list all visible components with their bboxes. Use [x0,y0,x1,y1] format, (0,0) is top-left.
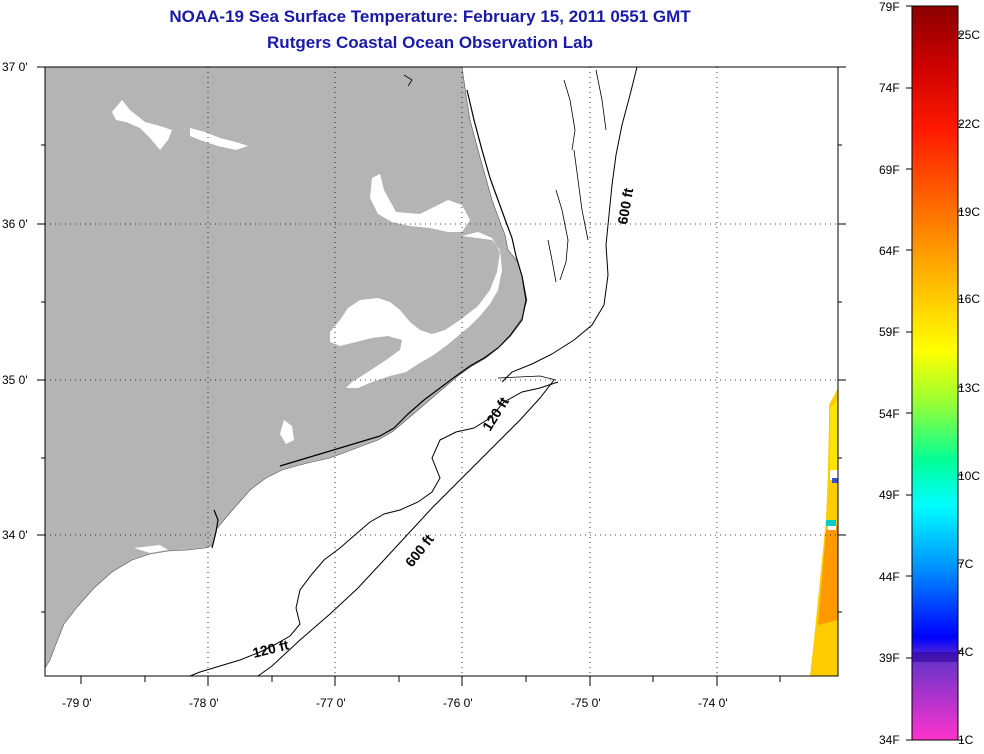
barrier-islands [211,89,527,549]
map-subtitle: Rutgers Coastal Ocean Observation Lab [267,33,593,52]
colorbar-f-69: 69F [879,163,900,177]
graticule [45,67,838,676]
lon-label-78: -78 0' [189,696,219,710]
colorbar-f-79: 79F [879,0,900,14]
isobath-600ft-north [501,66,638,383]
colorbar-f-39: 39F [879,651,900,665]
colorbar-c-7: 7C [958,557,974,571]
colorbar-f-54: 54F [879,407,900,421]
colorbar-c-25: 25C [958,28,981,42]
sst-swath [810,388,838,676]
lat-label-37: 37 0' [2,60,28,74]
colorbar-c-4: 4C [958,645,974,659]
lon-label-74: -74 0' [698,696,728,710]
colorbar-f-49: 49F [879,488,900,502]
colorbar-f-64: 64F [879,244,900,258]
isobath-600ft-south [257,379,555,677]
colorbar-c-10: 10C [958,469,981,483]
colorbar-f-59: 59F [879,325,900,339]
colorbar-c-19: 19C [958,205,981,219]
lat-label-35: 35 0' [2,373,28,387]
shoal-features [403,69,607,283]
lat-label-36: 36 0' [2,217,28,231]
isobath-120ft-north-end [497,375,557,381]
colorbar-f-74: 74F [879,81,900,95]
colorbar-f-34: 34F [879,733,900,747]
colorbar-ticks [906,5,963,741]
map-frame [44,66,839,677]
lon-label-76: -76 0' [443,696,473,710]
colorbar [911,5,959,741]
colorbar-c-1: 1C [958,733,974,747]
colorbar-f-44: 44F [879,570,900,584]
lon-label-79: -79 0' [62,696,92,710]
colorbar-c-22: 22C [958,117,981,131]
map-title: NOAA-19 Sea Surface Temperature: Februar… [169,7,691,26]
lon-label-75: -75 0' [571,696,601,710]
lat-label-34: 34 0' [2,528,28,542]
lon-label-77: -77 0' [316,696,346,710]
axis-ticks [37,66,846,686]
colorbar-c-13: 13C [958,381,981,395]
contour-label-600ft-north: 600 ft [614,186,636,225]
land-mass [44,66,528,670]
colorbar-band [912,652,958,662]
isobath-120ft [189,381,559,677]
colorbar-c-16: 16C [958,292,981,306]
